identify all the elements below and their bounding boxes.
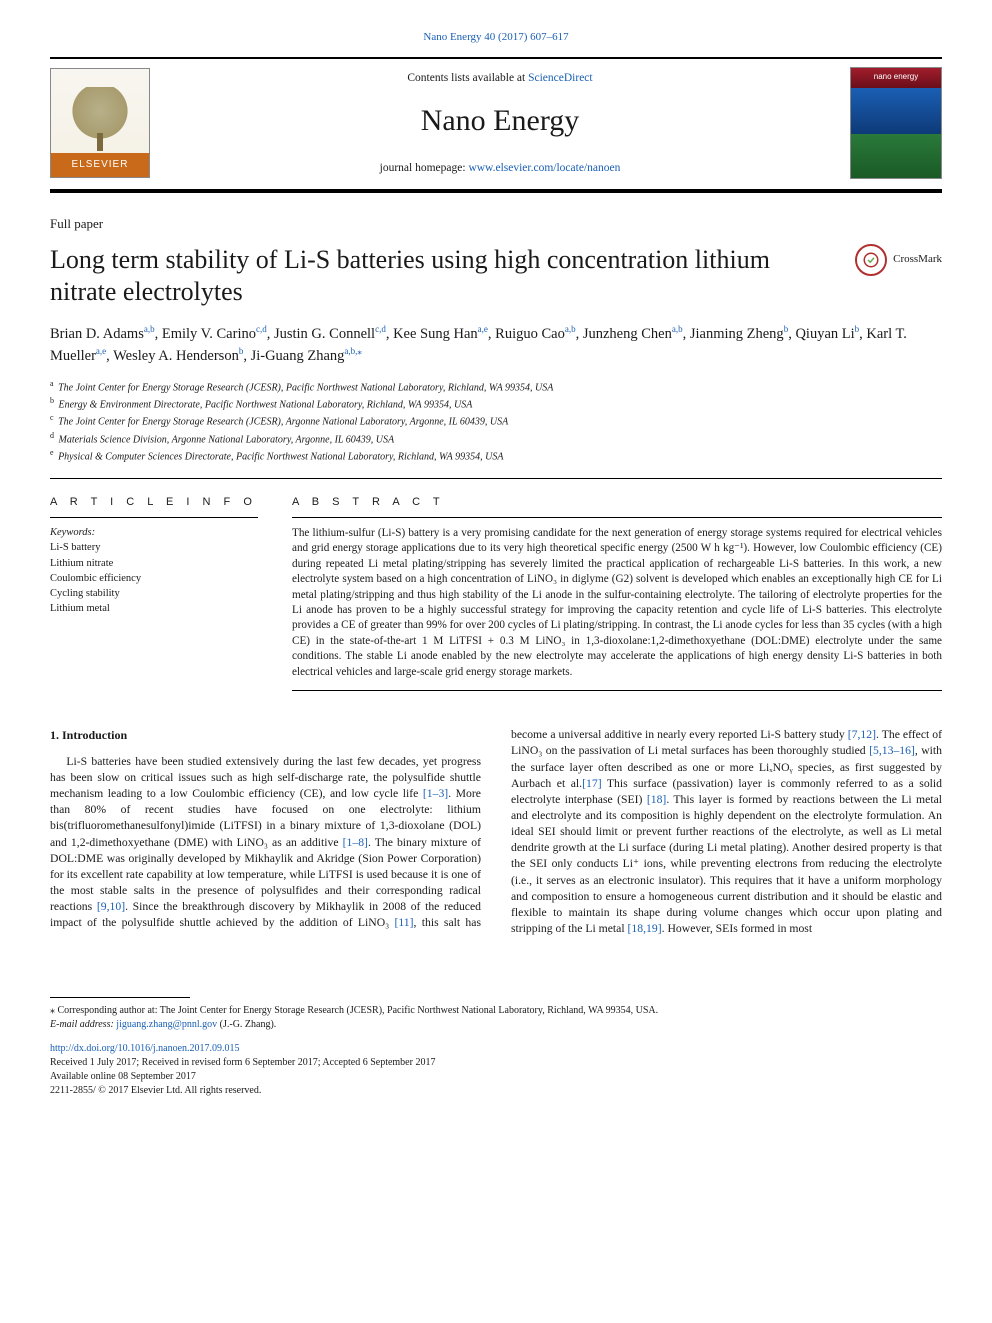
journal-cover-thumbnail: nano energy [850, 67, 942, 179]
crossmark-widget[interactable]: CrossMark [855, 244, 942, 276]
citation-link[interactable]: [11] [395, 916, 414, 929]
homepage-line: journal homepage: www.elsevier.com/locat… [150, 160, 850, 176]
article-info-column: A R T I C L E I N F O Keywords: Li-S bat… [50, 479, 258, 699]
keyword-item: Li-S battery [50, 540, 258, 555]
contents-prefix: Contents lists available at [407, 72, 528, 84]
publication-meta: http://dx.doi.org/10.1016/j.nanoen.2017.… [50, 1042, 942, 1098]
email-suffix: (J.-G. Zhang). [217, 1019, 276, 1030]
article-info-header: A R T I C L E I N F O [50, 495, 258, 510]
masthead: ELSEVIER Contents lists available at Sci… [50, 57, 942, 193]
abstract-column: A B S T R A C T The lithium-sulfur (Li-S… [292, 479, 942, 699]
section-heading: 1. Introduction [50, 727, 481, 744]
footnotes: ⁎ Corresponding author at: The Joint Cen… [50, 1004, 942, 1032]
email-link[interactable]: jiguang.zhang@pnnl.gov [116, 1019, 217, 1030]
divider [292, 517, 942, 518]
received-line: Received 1 July 2017; Received in revise… [50, 1056, 942, 1070]
abstract-text: The lithium-sulfur (Li-S) battery is a v… [292, 526, 942, 681]
publisher-logo: ELSEVIER [50, 68, 150, 178]
citation-link[interactable]: [7,12] [848, 728, 876, 741]
available-line: Available online 08 September 2017 [50, 1070, 942, 1084]
citation-link[interactable]: [1–8] [343, 836, 368, 849]
cover-label: nano energy [874, 72, 918, 81]
title-row: Long term stability of Li-S batteries us… [50, 244, 942, 309]
citation-link[interactable]: [17] [582, 777, 601, 790]
citation-link[interactable]: [5,13–16] [869, 744, 915, 757]
divider [50, 517, 258, 518]
paper-title: Long term stability of Li-S batteries us… [50, 244, 855, 309]
affiliations: a The Joint Center for Energy Storage Re… [50, 378, 942, 465]
intro-paragraph: Li-S batteries have been studied extensi… [50, 727, 942, 937]
citation-link[interactable]: [18,19] [628, 922, 662, 935]
keyword-item: Cycling stability [50, 586, 258, 601]
journal-citation: Nano Energy 40 (2017) 607–617 [50, 30, 942, 45]
contents-line: Contents lists available at ScienceDirec… [150, 70, 850, 86]
crossmark-label: CrossMark [893, 252, 942, 267]
corresponding-note: ⁎ Corresponding author at: The Joint Cen… [50, 1004, 942, 1018]
journal-name: Nano Energy [150, 100, 850, 142]
keywords-list: Li-S batteryLithium nitrateCoulombic eff… [50, 540, 258, 616]
keywords-label: Keywords: [50, 526, 258, 541]
keyword-item: Lithium metal [50, 601, 258, 616]
citation-link[interactable]: [1–3] [423, 787, 448, 800]
copyright-line: 2211-2855/ © 2017 Elsevier Ltd. All righ… [50, 1084, 942, 1098]
citation-link[interactable]: [18] [647, 793, 666, 806]
crossmark-icon [855, 244, 887, 276]
author-list: Brian D. Adamsa,b, Emily V. Carinoc,d, J… [50, 323, 942, 368]
footnote-divider [50, 997, 190, 998]
homepage-link[interactable]: www.elsevier.com/locate/nanoen [468, 162, 620, 174]
email-label: E-mail address: [50, 1019, 116, 1030]
body-text: 1. Introduction Li-S batteries have been… [50, 727, 942, 937]
article-type: Full paper [50, 215, 942, 233]
divider [292, 690, 942, 691]
keyword-item: Coulombic efficiency [50, 571, 258, 586]
abstract-header: A B S T R A C T [292, 495, 942, 510]
elsevier-tree-icon [72, 87, 128, 147]
citation-link[interactable]: [9,10] [97, 900, 125, 913]
doi-link[interactable]: http://dx.doi.org/10.1016/j.nanoen.2017.… [50, 1043, 240, 1054]
email-line: E-mail address: jiguang.zhang@pnnl.gov (… [50, 1018, 942, 1032]
sciencedirect-link[interactable]: ScienceDirect [528, 72, 593, 84]
elsevier-label: ELSEVIER [51, 153, 149, 177]
homepage-prefix: journal homepage: [380, 162, 469, 174]
masthead-center: Contents lists available at ScienceDirec… [150, 70, 850, 176]
info-abstract-row: A R T I C L E I N F O Keywords: Li-S bat… [50, 479, 942, 699]
journal-citation-link[interactable]: Nano Energy 40 (2017) 607–617 [423, 31, 568, 43]
keyword-item: Lithium nitrate [50, 556, 258, 571]
